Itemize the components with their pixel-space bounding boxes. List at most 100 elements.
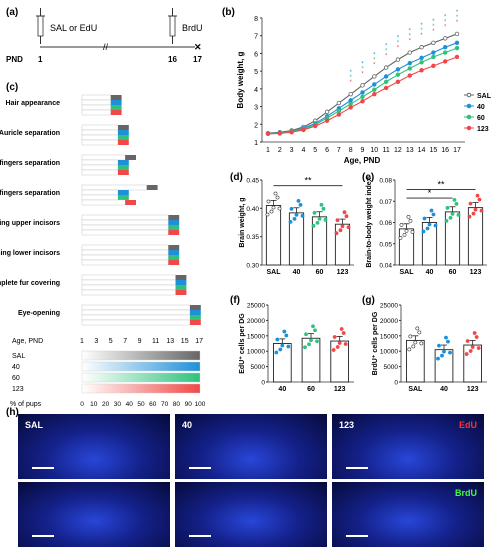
data-point [427, 222, 432, 227]
bar [405, 339, 425, 383]
milestone-bar [110, 105, 122, 110]
milestone-bar [168, 220, 180, 225]
milestone-bar [190, 315, 201, 320]
data-point [442, 45, 448, 50]
milestone-bar [110, 100, 122, 105]
data-point [454, 201, 459, 206]
data-point [300, 213, 305, 218]
data-point [342, 210, 347, 215]
sig-star: * [444, 19, 447, 25]
data-point [348, 105, 353, 110]
y-tick-label: 5000 [384, 364, 399, 371]
legend-gradient [81, 372, 201, 383]
data-point [419, 60, 424, 65]
data-point [275, 195, 280, 200]
milestone-label: Auricle separation [0, 130, 60, 137]
data-point [419, 341, 424, 346]
milestone-bar [81, 224, 169, 231]
bar [463, 344, 483, 383]
data-point [338, 228, 343, 233]
milestone-bar [118, 195, 129, 200]
y-axis-label: Body weight, g [236, 51, 245, 108]
axis-break: // [103, 42, 109, 52]
sig-star: * [385, 44, 388, 50]
milestone-bar [118, 135, 129, 140]
sig-star: * [373, 52, 376, 58]
legend-entry: SAL [12, 353, 25, 360]
y-tick-label: 7 [254, 34, 258, 41]
sig-star: * [420, 33, 423, 39]
data-point [431, 40, 436, 45]
data-point [395, 72, 401, 77]
percent-tick-label: 10 [90, 401, 98, 408]
legend-gradient [81, 383, 201, 394]
scale-bar [346, 535, 368, 537]
y-tick-label: 0.06 [379, 220, 392, 227]
data-point [336, 100, 342, 106]
milestone-bar [125, 155, 136, 160]
data-point [312, 210, 317, 215]
data-point [289, 206, 294, 211]
sig-star: * [361, 66, 364, 72]
data-point [398, 235, 403, 240]
category-label: 40 [426, 269, 434, 276]
sig-star: * [397, 36, 400, 42]
data-point [456, 212, 461, 217]
y-tick-label: 1 [254, 140, 258, 147]
panel-label-a: (a) [6, 7, 18, 18]
milestone-bar [81, 254, 169, 261]
micrograph-123-edu: 123 EdU [332, 414, 484, 479]
legend-entry: 123 [12, 386, 24, 393]
milestone-bar [81, 139, 119, 146]
data-point [341, 331, 346, 335]
scale-bar [189, 467, 211, 469]
injection-2-label: BrdU [182, 23, 203, 33]
percent-tick-label: 50 [137, 401, 145, 408]
data-point [289, 130, 294, 135]
milestone-bar [168, 230, 180, 235]
percent-tick-label: 0 [80, 401, 84, 408]
y-tick-label: 25000 [247, 303, 265, 310]
timeline-panel: SAL or EdU BrdU // ✕ PND 1 16 17 [6, 8, 203, 64]
data-point [419, 55, 424, 61]
data-point [317, 216, 322, 221]
y-tick-label: 20000 [380, 318, 398, 325]
milestone-bar [118, 170, 129, 175]
sig-star: * [361, 71, 364, 77]
panel-label-d: (d) [230, 172, 243, 183]
category-label: 60 [316, 269, 324, 276]
category-label: 60 [307, 386, 315, 393]
x-tick-label: 5 [313, 147, 317, 154]
data-point [407, 66, 412, 71]
milestone-bar [81, 279, 176, 286]
data-point [360, 99, 365, 104]
group-label-40: 40 [182, 420, 193, 430]
y-tick-label: 0 [261, 380, 265, 387]
x-tick-label: 1 [266, 147, 270, 154]
data-point [266, 199, 271, 204]
data-point [288, 219, 293, 224]
data-point [395, 67, 401, 72]
data-point [277, 206, 282, 211]
panel-label-e: (e) [362, 172, 374, 183]
milestone-bar [175, 290, 187, 295]
scale-bar [346, 467, 368, 469]
data-point [444, 335, 448, 340]
data-point [471, 211, 476, 216]
x-tick-label: 2 [278, 147, 282, 154]
data-point [335, 345, 340, 349]
data-point [444, 218, 449, 223]
data-point [399, 222, 404, 227]
data-point [408, 334, 413, 339]
data-point [313, 123, 318, 129]
milestone-bar [110, 95, 122, 100]
data-point [479, 208, 484, 213]
y-axis-label: EdU⁺ cells per DG [239, 313, 246, 374]
micrograph-123-brdu: BrdU [332, 482, 484, 547]
milestone-bar [81, 309, 191, 316]
age-tick-label: 11 [152, 338, 159, 345]
data-point [315, 220, 320, 225]
milestone-bar [175, 275, 187, 280]
data-point [331, 348, 336, 352]
